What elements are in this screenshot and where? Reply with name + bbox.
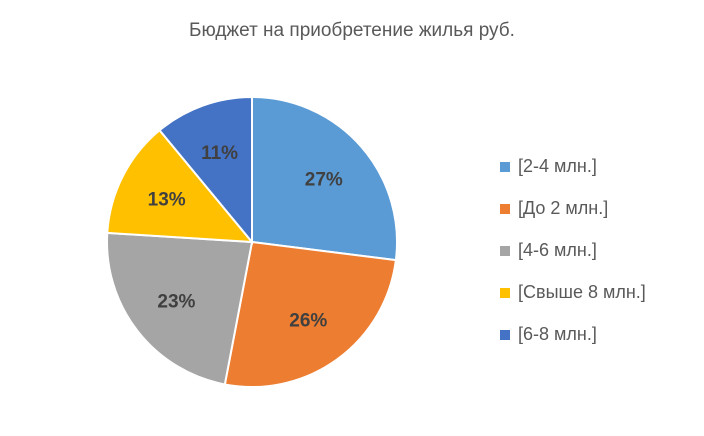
legend-label: [2-4 млн.] [518, 156, 597, 176]
legend-swatch [500, 245, 510, 256]
chart-legend: [2-4 млн.] [До 2 млн.] [4-6 млн.] [Свыше 8 … [500, 156, 646, 366]
legend-item-1: [До 2 млн.] [500, 198, 646, 219]
legend-swatch [500, 287, 510, 298]
legend-label: [До 2 млн.] [518, 198, 609, 218]
pie-slice-4 [158, 95, 253, 245]
legend-swatch [500, 161, 510, 172]
pie-slice-1 [223, 240, 397, 388]
legend-label: [4-6 млн.] [518, 240, 597, 260]
slice-data-label-4: 11% [201, 143, 238, 164]
slice-data-label-2: 23% [157, 292, 195, 313]
pie-slice-0 [251, 95, 398, 262]
legend-swatch [500, 203, 510, 214]
slice-data-label-3: 13% [148, 190, 186, 211]
slice-data-label-1: 26% [289, 310, 327, 331]
legend-swatch [500, 329, 510, 340]
pie-slice-2 [106, 231, 254, 386]
legend-item-4: [6-8 млн.] [500, 324, 646, 345]
legend-item-2: [4-6 млн.] [500, 240, 646, 261]
pie-slices [106, 95, 398, 388]
legend-label: [Свыше 8 млн.] [518, 282, 646, 302]
legend-label: [6-8 млн.] [518, 324, 597, 344]
chart-title: Бюджет на приобретение жилья руб. [189, 20, 515, 41]
legend-item-0: [2-4 млн.] [500, 156, 646, 177]
pie-slice-3 [106, 128, 255, 244]
slice-data-label-0: 27% [305, 170, 343, 191]
legend-item-3: [Свыше 8 млн.] [500, 282, 646, 303]
pie-slice-labels: 27% 26% 23% 13% 11% [148, 143, 343, 331]
